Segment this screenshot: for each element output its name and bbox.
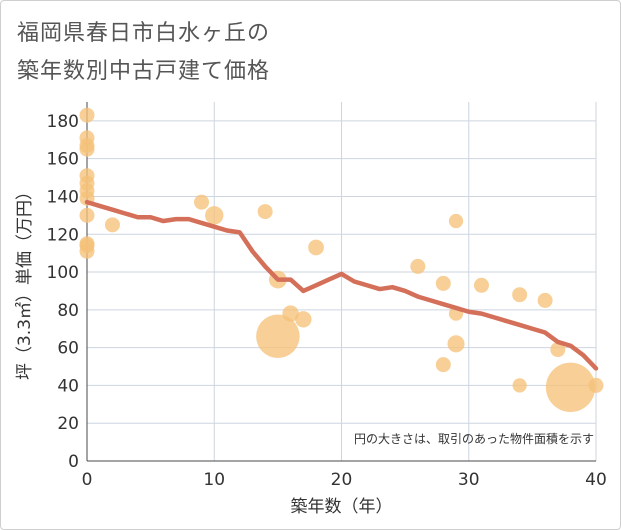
bubble-point xyxy=(448,213,464,229)
bubble-point xyxy=(295,311,312,328)
bubble-point xyxy=(550,342,566,358)
bubble-point xyxy=(435,357,451,373)
x-axis-label: 築年数（年） xyxy=(291,497,393,517)
x-tick-label: 10 xyxy=(203,470,225,490)
bubble-point xyxy=(79,107,95,123)
bubble-series xyxy=(79,107,604,412)
y-tick-label: 60 xyxy=(57,339,79,359)
bubble-point xyxy=(410,258,426,274)
y-tick-label: 100 xyxy=(47,263,79,283)
chart-title-line-2: 築年数別中古戸建て価格 xyxy=(17,59,271,84)
y-tick-label: 80 xyxy=(57,301,79,321)
axes xyxy=(86,102,596,462)
x-tick-label: 40 xyxy=(585,470,607,490)
bubble-point xyxy=(588,377,604,393)
bubble-point xyxy=(308,239,324,256)
y-tick-label: 20 xyxy=(57,414,79,434)
bubble-point xyxy=(79,243,95,259)
x-tick-label: 20 xyxy=(331,470,353,490)
x-tick-label: 30 xyxy=(458,470,480,490)
y-tick-label: 40 xyxy=(57,376,79,396)
bubble-point xyxy=(79,141,95,157)
bubble-size-note: 円の大きさは、取引のあった物件面積を示す xyxy=(354,431,594,446)
bubble-point xyxy=(537,292,553,308)
bubble-point xyxy=(512,378,527,393)
bubble-point xyxy=(512,287,528,303)
bubble-point xyxy=(104,217,120,233)
bubble-point xyxy=(79,207,95,223)
y-tick-label: 120 xyxy=(47,225,79,245)
trend-line xyxy=(84,199,599,371)
bubble-point xyxy=(435,275,451,291)
y-axis-label: 坪（3.3㎡）単価（万円） xyxy=(15,183,35,380)
bubble-point xyxy=(447,335,465,353)
bubble-point xyxy=(257,204,273,220)
chart-title-line-1: 福岡県春日市白水ヶ丘の xyxy=(17,21,271,46)
bubble-point xyxy=(194,194,210,210)
trend-series xyxy=(84,199,599,371)
bubble-point xyxy=(545,362,596,412)
bubble-point xyxy=(205,206,224,225)
tick-labels: 0 10 20 30 40 0 20 40 60 80 100 120 140 160 180 xyxy=(47,112,607,490)
y-tick-label: 180 xyxy=(47,112,79,132)
y-tick-label: 0 xyxy=(68,452,79,472)
bubble-point xyxy=(256,314,300,359)
bubble-point xyxy=(282,305,299,322)
y-tick-label: 140 xyxy=(47,187,79,207)
bubble-point xyxy=(473,277,489,293)
x-tick-label: 0 xyxy=(82,470,93,490)
y-tick-label: 160 xyxy=(47,150,79,170)
